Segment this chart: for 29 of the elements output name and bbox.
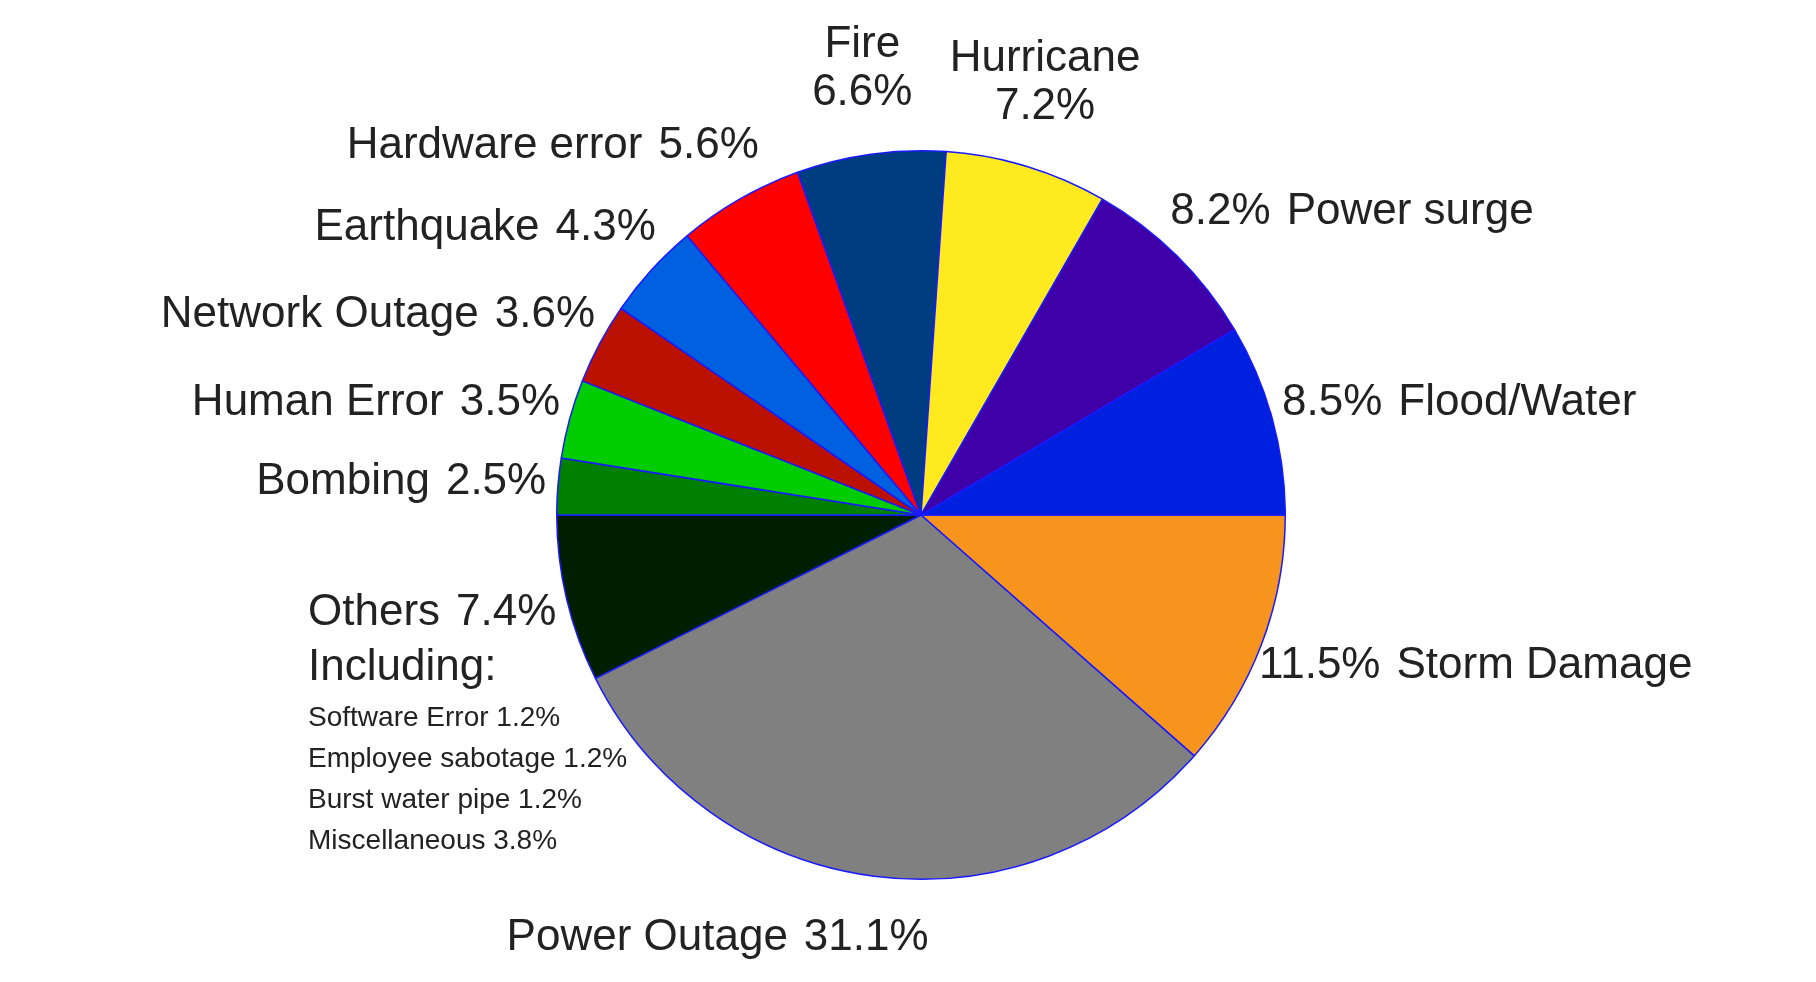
slice-label: Hurricane: [949, 31, 1141, 81]
data-label: 2.5%: [445, 453, 547, 503]
slice-label: Hardware error: [346, 117, 643, 167]
slice-label: Fire: [824, 16, 901, 66]
slice-label: Power Outage: [506, 909, 788, 959]
data-label: 5.6%: [658, 117, 759, 167]
data-label: 3.5%: [459, 374, 561, 424]
text: Miscellaneous 3.8%: [308, 823, 558, 855]
slice-label: Human Error: [191, 374, 444, 424]
data-label: 31.1%: [803, 909, 929, 959]
data-label: 11.5%: [1258, 637, 1381, 687]
data-label: 7.2%: [994, 79, 1096, 129]
text: Employee sabotage 1.2%: [308, 741, 628, 773]
data-label: 3.6%: [494, 286, 596, 336]
slice-label: Bombing: [256, 453, 430, 503]
data-label: 7.4%: [456, 585, 557, 635]
slice-label: Power surge: [1286, 183, 1534, 233]
data-label: 8.2%: [1170, 183, 1271, 233]
slice-label: Flood/Water: [1398, 374, 1637, 424]
slice-label: Earthquake: [314, 200, 540, 250]
text: Software Error 1.2%: [308, 700, 561, 732]
text: Burst water pipe 1.2%: [308, 782, 582, 814]
slice-label: Storm Damage: [1396, 637, 1693, 687]
text: Including:: [308, 640, 497, 690]
data-label: 4.3%: [555, 200, 656, 250]
data-label: 8.5%: [1281, 374, 1383, 424]
slice-label: Others: [308, 585, 441, 635]
data-label: 6.6%: [812, 64, 913, 114]
slice-label: Network Outage: [160, 286, 479, 336]
